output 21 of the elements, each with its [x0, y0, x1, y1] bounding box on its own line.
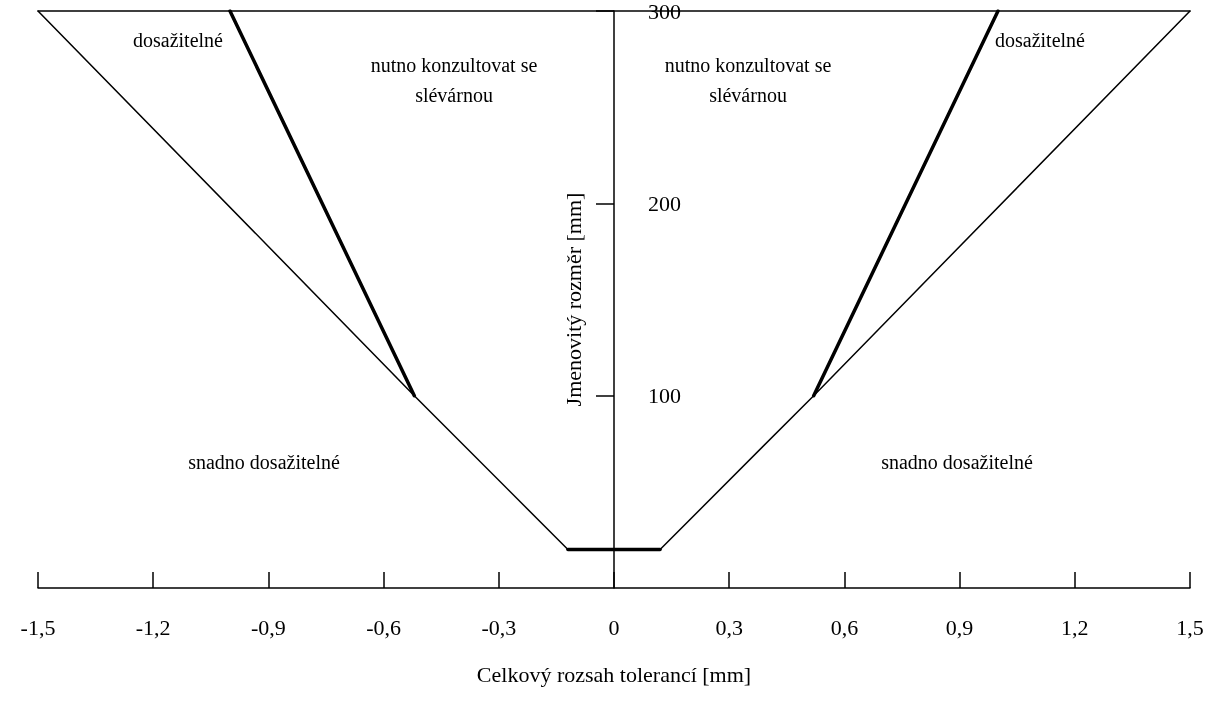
y-tick-label: 200 — [648, 190, 681, 216]
x-tick-label: 0,6 — [830, 614, 859, 640]
annotation: nutno konzultovat se slévárnou — [664, 54, 832, 106]
y-axis-title: Jmenovitý rozměr [mm] — [560, 192, 586, 407]
x-tick-label: 1,2 — [1061, 614, 1089, 640]
x-tick-label: 0,3 — [715, 614, 743, 640]
x-axis-title: Celkový rozsah tolerancí [mm] — [476, 661, 752, 687]
x-tick-label: -1,2 — [135, 614, 171, 640]
x-tick-label: 0 — [608, 614, 620, 640]
annotation: snadno dosažitelné — [188, 451, 340, 473]
x-tick-label: -1,5 — [20, 614, 56, 640]
x-tick-label: -0,3 — [481, 614, 517, 640]
annotation: dosažitelné — [995, 29, 1086, 51]
annotation: snadno dosažitelné — [881, 451, 1033, 473]
x-tick-label: 1,5 — [1176, 614, 1204, 640]
x-tick-label: 0,9 — [945, 614, 974, 640]
annotation: nutno konzultovat se slévárnou — [370, 54, 538, 106]
annotation: dosažitelné — [133, 29, 224, 51]
y-tick-label: 100 — [648, 383, 681, 409]
x-tick-label: -0,9 — [250, 614, 286, 640]
x-tick-label: -0,6 — [366, 614, 402, 640]
